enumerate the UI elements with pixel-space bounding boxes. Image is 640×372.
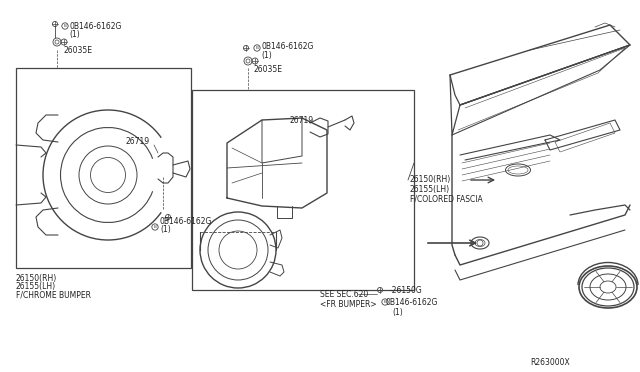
Text: (1): (1) xyxy=(160,225,171,234)
Text: 0B146-6162G: 0B146-6162G xyxy=(385,298,437,307)
Text: R263000X: R263000X xyxy=(530,358,570,367)
Text: 26719: 26719 xyxy=(290,116,314,125)
Circle shape xyxy=(244,57,252,65)
Text: 0B146-6162G: 0B146-6162G xyxy=(261,42,314,51)
Text: 26150(RH): 26150(RH) xyxy=(16,274,57,283)
Circle shape xyxy=(382,299,388,305)
Bar xyxy=(16,68,191,268)
Text: B: B xyxy=(154,225,157,229)
Text: (1): (1) xyxy=(392,308,403,317)
Text: 26035E: 26035E xyxy=(63,46,92,55)
Circle shape xyxy=(55,40,59,44)
Text: F/CHROME BUMPER: F/CHROME BUMPER xyxy=(16,290,91,299)
Text: B: B xyxy=(63,24,67,28)
Text: 26719: 26719 xyxy=(126,137,150,146)
Text: 0B146-6162G: 0B146-6162G xyxy=(160,217,212,226)
Text: 26150(RH): 26150(RH) xyxy=(410,175,451,184)
Text: B: B xyxy=(383,300,387,304)
Text: F/COLORED FASCIA: F/COLORED FASCIA xyxy=(410,195,483,204)
Circle shape xyxy=(62,23,68,29)
Circle shape xyxy=(53,38,61,46)
Circle shape xyxy=(477,240,483,246)
Bar xyxy=(192,90,414,290)
Text: <FR BUMPER>: <FR BUMPER> xyxy=(320,300,376,309)
Circle shape xyxy=(254,45,260,51)
Text: (1): (1) xyxy=(69,30,80,39)
Text: SEE SEC.620: SEE SEC.620 xyxy=(320,290,368,299)
Text: B: B xyxy=(255,46,259,50)
Text: (1): (1) xyxy=(261,51,272,60)
Text: 26155(LH): 26155(LH) xyxy=(410,185,450,194)
Circle shape xyxy=(246,59,250,63)
Text: 0B146-6162G: 0B146-6162G xyxy=(69,22,122,31)
Circle shape xyxy=(152,224,158,230)
Text: 26035E: 26035E xyxy=(254,65,283,74)
Text: 26155(LH): 26155(LH) xyxy=(16,282,56,291)
Text: -26150G: -26150G xyxy=(390,286,423,295)
